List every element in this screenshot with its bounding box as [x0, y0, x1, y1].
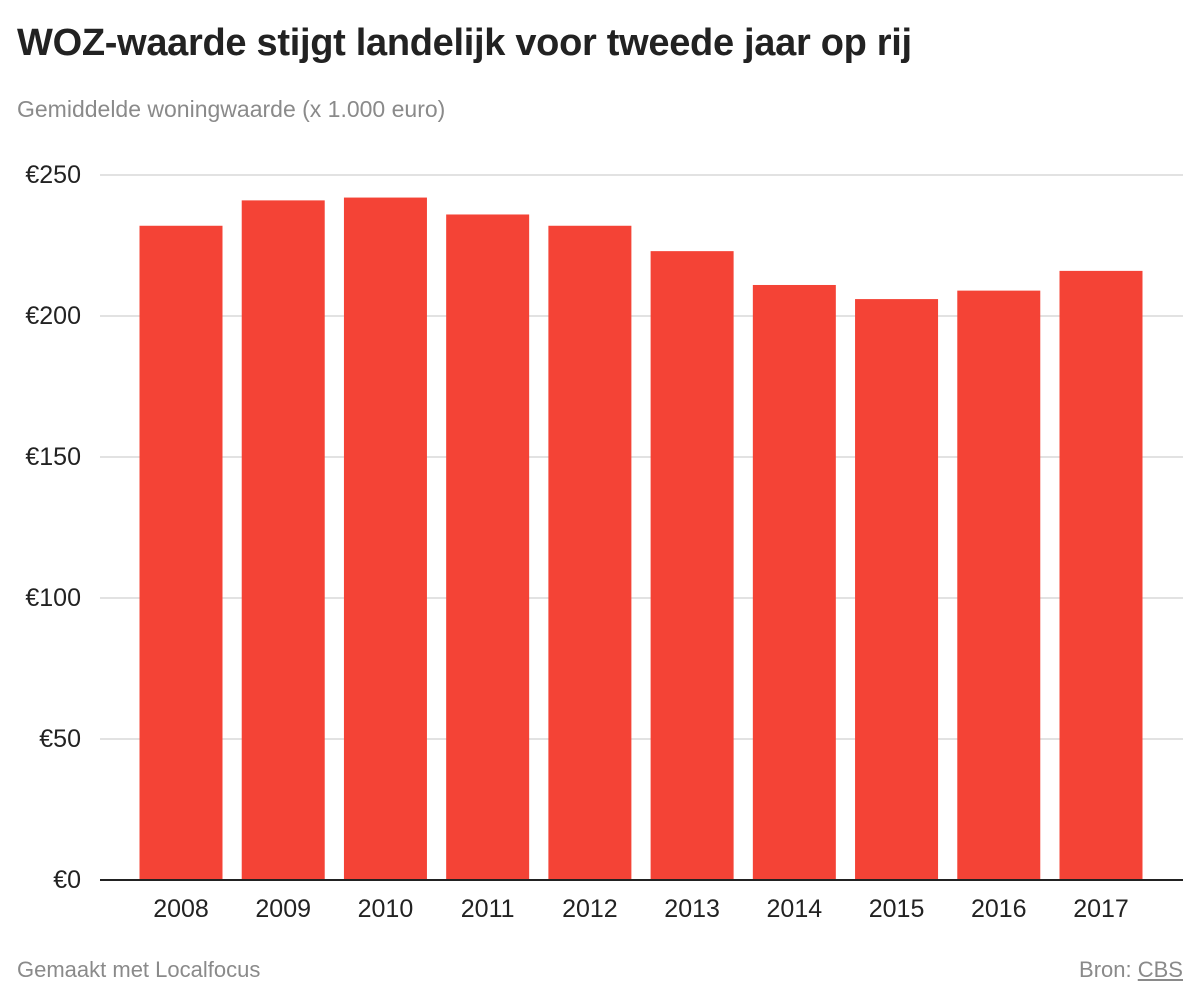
x-tick-label: 2013	[664, 895, 720, 923]
y-tick-label: €50	[39, 725, 81, 753]
y-axis-ticks: €0 €50 €100 €150 €200 €250	[25, 161, 81, 894]
made-with-credit: Gemaakt met Localfocus	[17, 957, 261, 982]
bar-2017[interactable]	[1059, 270, 1143, 880]
bars	[139, 197, 1143, 881]
x-tick-label: 2017	[1073, 895, 1129, 923]
chart-title: WOZ-waarde stijgt landelijk voor tweede …	[17, 22, 912, 64]
x-axis-ticks: 2008 2009 2010 2011 2012 2013 2014 2015 2016 2017	[153, 895, 1129, 923]
bar-2016[interactable]	[957, 290, 1041, 880]
x-tick-label: 2011	[461, 895, 515, 923]
bar-2010[interactable]	[343, 197, 427, 880]
source-credit: Bron: CBS	[1079, 957, 1183, 983]
x-tick-label: 2009	[255, 895, 311, 923]
x-tick-label: 2012	[562, 895, 618, 923]
y-tick-label: €100	[25, 584, 81, 612]
x-tick-label: 2010	[358, 895, 414, 923]
bar-2014[interactable]	[752, 284, 836, 881]
bar-2011[interactable]	[446, 214, 530, 881]
x-tick-label: 2015	[869, 895, 925, 923]
x-tick-label: 2014	[767, 895, 823, 923]
chart-subtitle: Gemiddelde woningwaarde (x 1.000 euro)	[17, 96, 446, 122]
y-tick-label: €0	[53, 866, 81, 894]
bar-chart: €0€50€100€150€200€250 2008 2009 2010 2011 20…	[25, 161, 1183, 923]
y-tick-label: €150	[25, 443, 81, 471]
bar-2013[interactable]	[650, 251, 734, 880]
source-link[interactable]: CBS	[1137, 957, 1183, 982]
bar-2009[interactable]	[241, 200, 325, 880]
x-tick-label: 2008	[153, 895, 209, 923]
x-tick-label: 2016	[971, 895, 1027, 923]
bar-2015[interactable]	[855, 299, 939, 881]
y-tick-label: €250	[25, 161, 81, 189]
bar-2008[interactable]	[139, 225, 223, 880]
source-label: Bron:	[1079, 957, 1132, 982]
y-tick-label: €200	[25, 302, 81, 330]
bar-2012[interactable]	[548, 225, 632, 880]
